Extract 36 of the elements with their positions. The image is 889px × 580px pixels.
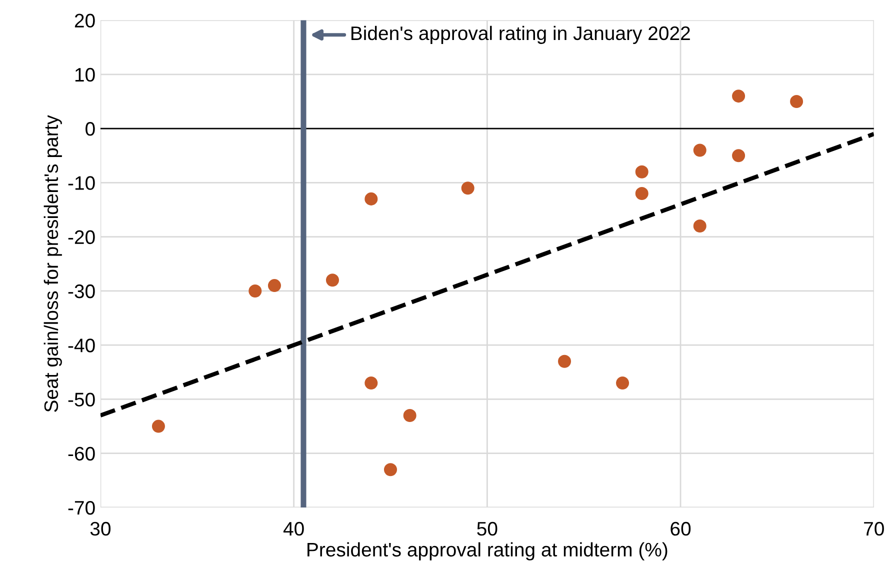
y-tick-label: -20: [68, 230, 95, 244]
x-tick-label: 50: [477, 522, 498, 536]
point: [461, 182, 474, 195]
point: [364, 192, 378, 206]
point: [790, 94, 804, 108]
point: [326, 274, 339, 287]
point: [635, 187, 648, 200]
y-tick-label: -40: [68, 338, 95, 352]
y-tick-label: -70: [68, 500, 95, 515]
x-axis-title: President's approval rating at midterm (%): [308, 542, 668, 560]
point: [732, 90, 746, 103]
x-tick-label: 70: [864, 522, 884, 536]
x-tick-label: 30: [90, 522, 111, 536]
point: [268, 279, 281, 292]
point: [248, 284, 262, 298]
y-tick-label: 20: [74, 14, 95, 28]
point: [693, 220, 706, 233]
point: [384, 463, 397, 476]
point: [732, 149, 746, 162]
y-tick-label: -50: [68, 392, 95, 406]
y-tick-label: -10: [68, 176, 95, 190]
point: [364, 376, 378, 390]
y-tick-label: 0: [86, 122, 95, 136]
point: [403, 408, 416, 422]
point: [616, 376, 630, 390]
point: [635, 165, 648, 178]
y-axis-title: Seat gain/loss for president's party: [44, 115, 62, 412]
point: [152, 420, 165, 433]
y-tick-label: -30: [68, 284, 95, 298]
y-tick-label: 10: [75, 68, 95, 82]
x-tick-label: 40: [283, 522, 304, 536]
y-tick-label: -60: [68, 446, 95, 461]
x-tick-label: 60: [670, 522, 691, 536]
point: [693, 144, 706, 157]
ref-line-label: Biden's approval rating in January 2022: [351, 26, 690, 44]
point: [558, 354, 572, 368]
